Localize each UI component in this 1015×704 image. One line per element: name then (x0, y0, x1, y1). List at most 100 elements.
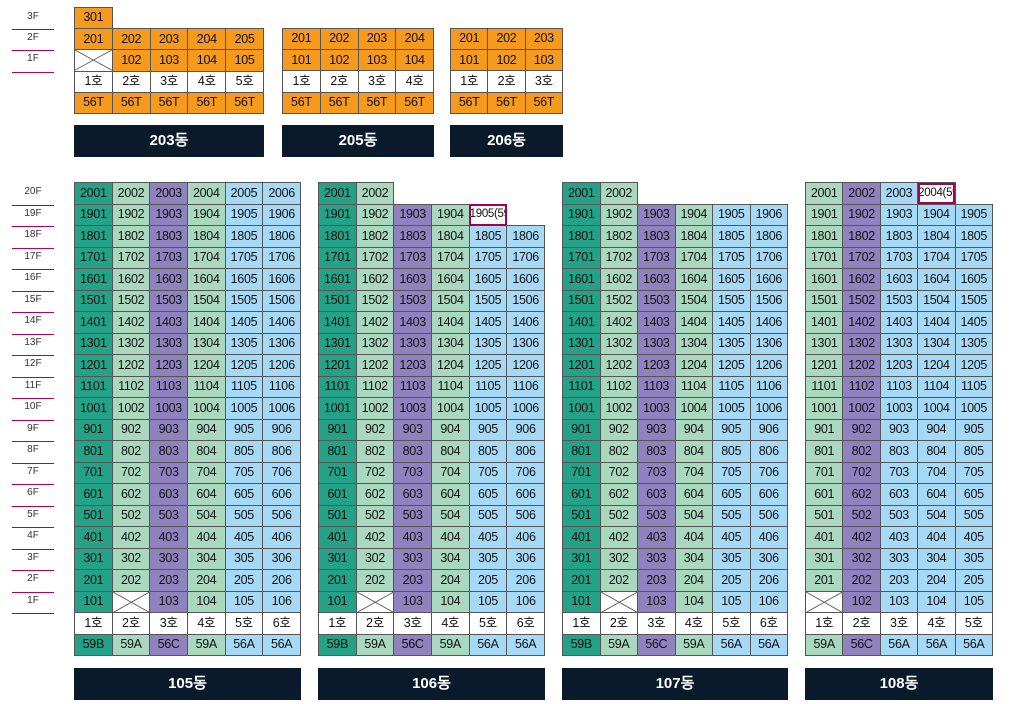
unit-cell: 1802 (842, 225, 881, 248)
unit-cell: 1806 (749, 225, 788, 248)
unit-cell: 1204 (917, 354, 956, 377)
unit-cell: 601 (804, 483, 844, 506)
grid-row: 1501 1502 1503 1504 1505 (804, 289, 994, 312)
unit-cell: 1903 (879, 203, 919, 226)
grid-row: 1401 1402 1403 1404 1405 1406 (562, 311, 788, 334)
unit-cell: 706 (506, 461, 545, 484)
unit-cell: 404 (917, 526, 956, 549)
unit-cell: 602 (842, 483, 881, 506)
unit-cell: 202 (111, 28, 151, 51)
grid-row: 201 202 203 (449, 27, 564, 51)
building-106-grid: 2001200219011902190319041905(59C)1801180… (318, 182, 545, 656)
unit-type-cell: 56T (524, 91, 564, 114)
unit-type-cell: 56T (149, 91, 189, 114)
unit-cell: 201 (74, 569, 113, 592)
unit-cell: 902 (111, 418, 151, 441)
unit-cell: 1804 (430, 225, 470, 248)
unit-cell: 604 (186, 483, 226, 506)
grid-row: 201 202 203 204 (282, 27, 434, 51)
unit-cell: 1902 (111, 203, 151, 226)
grid-row: 601 602 603 604 605 606 (562, 483, 788, 506)
grid-row: 1801 1802 1803 1804 1805 1806 (74, 225, 301, 248)
unit-cell: 101 (449, 49, 489, 72)
empty-cell (394, 183, 432, 205)
unit-cell: 702 (355, 461, 395, 484)
unit-cell: 803 (393, 440, 432, 463)
unit-cell: 1906 (262, 203, 301, 226)
unit-cell: 406 (749, 526, 788, 549)
unit-cell: 2001 (74, 182, 113, 205)
unit-cell: 604 (674, 483, 713, 506)
unit-cell: 1001 (318, 397, 357, 420)
unit-type-cell: 56A (224, 633, 264, 656)
grid-row: 56T 56T 56T 56T 56T (74, 91, 264, 114)
unit-cell: 1001 (74, 397, 113, 420)
unit-cell: 1005 (712, 397, 751, 420)
line-number-cell: 5호 (224, 612, 264, 635)
unit-cell: 1802 (599, 225, 638, 248)
unit-cell: 301 (74, 547, 113, 570)
unit-cell: 1702 (355, 246, 395, 269)
unit-cell: 905 (712, 418, 751, 441)
floor-label: 6F (12, 483, 54, 506)
unit-cell: 902 (842, 418, 881, 441)
grid-row: 1601 1602 1603 1604 1605 (804, 268, 994, 291)
building-106-label: 106동 (318, 668, 545, 700)
grid-row: 401 402 403 404 405 (804, 526, 994, 549)
unit-cell: 2002 (111, 182, 151, 205)
unit-cell: 401 (74, 526, 113, 549)
unit-cell: 202 (599, 569, 638, 592)
grid-row: 1101 1102 1103 1104 1105 1106 (318, 375, 545, 398)
unit-cell: 202 (355, 569, 395, 592)
unit-cell: 1402 (842, 311, 881, 334)
unit-cell: 1202 (599, 354, 638, 377)
unit-cell: 106 (749, 590, 788, 613)
unit-cell: 1903 (393, 203, 432, 226)
unit-cell: 103 (524, 49, 564, 72)
unit-cell: 1506 (749, 289, 788, 312)
unit-cell: 405 (954, 526, 994, 549)
unit-cell: 304 (430, 547, 470, 570)
unit-cell: 1702 (599, 246, 638, 269)
floor-label: 2F (12, 28, 54, 52)
unit-cell: 304 (917, 547, 956, 570)
building-205-label: 205동 (282, 125, 434, 157)
unit-cell: 1401 (562, 311, 601, 334)
grid-row: 801 802 803 804 805 806 (318, 440, 545, 463)
unit-cell: 701 (562, 461, 601, 484)
unit-cell: 1301 (804, 332, 844, 355)
unavailable-unit-cell (804, 590, 844, 613)
unit-cell: 201 (562, 569, 601, 592)
unit-cell: 1501 (804, 289, 844, 312)
unit-cell: 1102 (599, 375, 638, 398)
unit-cell: 204 (395, 27, 434, 51)
unit-cell: 1105 (224, 375, 264, 398)
unit-cell: 1606 (262, 268, 301, 291)
unit-cell: 705 (712, 461, 751, 484)
unit-cell: 402 (842, 526, 881, 549)
unit-cell: 1701 (562, 246, 601, 269)
unit-cell: 1604 (430, 268, 470, 291)
unit-cell: 1903 (637, 203, 676, 226)
unit-cell: 204 (187, 28, 227, 51)
unit-cell: 1502 (842, 289, 881, 312)
unit-cell: 506 (506, 504, 545, 527)
unit-type-cell: 59A (355, 633, 395, 656)
unit-cell: 701 (318, 461, 357, 484)
unit-cell: 1303 (393, 332, 432, 355)
building-105-grid: 2001 2002 2003 2004 2005 2006 1901 1902 1903 1904… (74, 182, 301, 656)
empty-cell (507, 204, 545, 226)
unit-cell: 1602 (111, 268, 151, 291)
unit-cell: 205 (712, 569, 751, 592)
unit-type-cell: 56A (712, 633, 751, 656)
grid-row: 1001 1002 1003 1004 1005 1006 (74, 397, 301, 420)
grid-row: 401 402 403 404 405 406 (74, 526, 301, 549)
line-number-cell: 1호 (318, 612, 357, 635)
unit-cell: 405 (224, 526, 264, 549)
unit-cell: 1301 (562, 332, 601, 355)
unit-cell: 203 (357, 27, 397, 51)
unit-cell: 103 (357, 49, 397, 72)
unit-cell: 102 (487, 49, 526, 72)
floor-label: 4F (12, 526, 54, 549)
unit-cell: 904 (430, 418, 470, 441)
